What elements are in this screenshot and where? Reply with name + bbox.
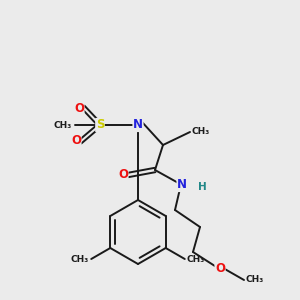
Text: N: N [133, 118, 143, 131]
Text: O: O [215, 262, 225, 275]
Text: O: O [118, 169, 128, 182]
Text: O: O [74, 103, 84, 116]
Text: CH₃: CH₃ [192, 128, 210, 136]
Text: N: N [177, 178, 187, 191]
Text: CH₃: CH₃ [54, 121, 72, 130]
Text: O: O [71, 134, 81, 146]
Text: H: H [198, 182, 207, 192]
Text: S: S [96, 118, 104, 131]
Text: CH₃: CH₃ [246, 275, 264, 284]
Text: CH₃: CH₃ [71, 256, 89, 265]
Text: CH₃: CH₃ [187, 256, 205, 265]
